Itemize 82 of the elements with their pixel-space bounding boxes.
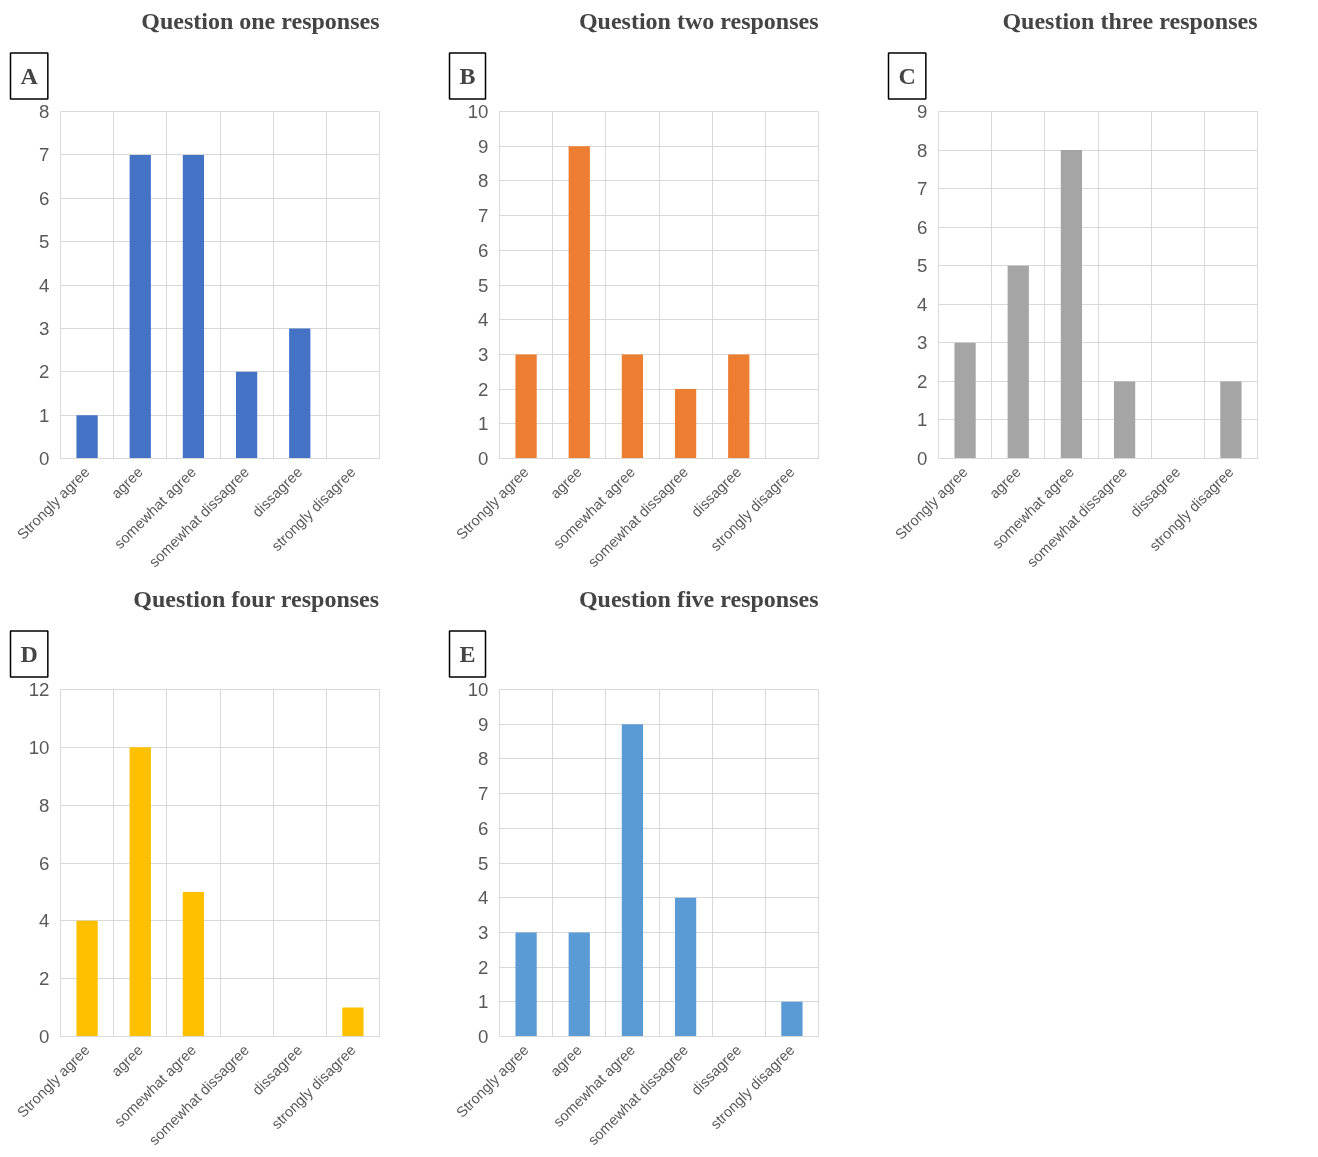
text: B <box>459 63 476 89</box>
bar <box>76 920 98 1037</box>
y-tick-label: 1 <box>478 413 489 435</box>
y-tick-label: 10 <box>467 101 489 122</box>
bar <box>1007 265 1029 459</box>
bar <box>1113 381 1136 459</box>
bar <box>129 154 151 459</box>
y-tick-label: 1 <box>478 991 489 1013</box>
y-tick-label: 2 <box>917 370 928 392</box>
bar <box>515 932 537 1037</box>
y-tick-label: 4 <box>917 293 928 315</box>
y-tick-label: 5 <box>478 852 489 874</box>
chart-title: Question three responses <box>1002 7 1258 34</box>
text: C <box>898 63 916 89</box>
y-tick-label: 2 <box>478 378 489 400</box>
y-tick-label: 1 <box>917 409 928 431</box>
y-tick-label: 4 <box>39 910 50 932</box>
y-tick-label: 0 <box>39 448 50 469</box>
y-tick-label: 7 <box>478 783 489 805</box>
y-tick-label: 0 <box>478 1026 489 1047</box>
y-tick-label: 7 <box>478 205 489 227</box>
bar <box>621 724 644 1037</box>
bar <box>235 371 258 459</box>
bar <box>182 154 205 459</box>
y-tick-label: 6 <box>478 817 489 839</box>
bar <box>182 891 205 1037</box>
y-tick-label: 9 <box>478 713 489 735</box>
y-tick-label: 6 <box>917 216 928 238</box>
y-tick-label: 3 <box>39 317 50 339</box>
bar <box>342 1007 364 1037</box>
bar <box>568 146 590 459</box>
bar <box>954 342 976 459</box>
y-tick-label: 6 <box>478 239 489 261</box>
text: A <box>20 63 39 89</box>
bar <box>515 354 537 459</box>
y-tick-label: 0 <box>478 448 489 469</box>
bar <box>1220 381 1242 459</box>
y-tick-label: 12 <box>28 679 50 700</box>
y-tick-label: 10 <box>467 679 489 700</box>
bar <box>76 415 98 459</box>
bar <box>1060 150 1083 459</box>
chart-title: Question two responses <box>578 7 819 34</box>
y-tick-label: 4 <box>478 887 489 909</box>
y-tick-label: 8 <box>917 139 928 161</box>
y-tick-label: 10 <box>28 736 50 758</box>
y-tick-label: 8 <box>39 794 50 816</box>
y-tick-label: 3 <box>917 332 928 354</box>
bar <box>289 328 311 459</box>
y-tick-label: 3 <box>478 921 489 943</box>
chart-title: Question one responses <box>141 7 380 34</box>
y-tick-label: 8 <box>39 101 50 122</box>
y-tick-label: 4 <box>39 274 50 296</box>
y-tick-label: 9 <box>478 135 489 157</box>
y-tick-label: 7 <box>917 178 928 200</box>
y-tick-label: 5 <box>917 255 928 277</box>
y-tick-label: 6 <box>39 187 50 209</box>
chart-title: Question five responses <box>578 585 819 612</box>
y-tick-label: 4 <box>478 309 489 331</box>
bar <box>674 389 697 459</box>
y-tick-label: 5 <box>478 274 489 296</box>
y-tick-label: 8 <box>478 748 489 770</box>
y-tick-label: 8 <box>478 170 489 192</box>
y-tick-label: 2 <box>478 956 489 978</box>
y-tick-label: 2 <box>39 361 50 383</box>
bar <box>621 354 644 459</box>
y-tick-label: 0 <box>917 448 928 469</box>
bar <box>781 1001 803 1037</box>
bar <box>728 354 750 459</box>
bar <box>568 932 590 1037</box>
y-tick-label: 3 <box>478 343 489 365</box>
y-tick-label: 6 <box>39 852 50 874</box>
y-tick-label: 2 <box>39 968 50 990</box>
y-tick-label: 9 <box>917 101 928 122</box>
text: D <box>20 641 38 667</box>
y-tick-label: 1 <box>39 404 50 426</box>
y-tick-label: 7 <box>39 144 50 166</box>
text: E <box>459 641 476 667</box>
bar <box>674 897 697 1037</box>
chart-title: Question four responses <box>133 585 380 612</box>
bar <box>129 747 151 1037</box>
y-tick-label: 0 <box>39 1026 50 1047</box>
y-tick-label: 5 <box>39 231 50 253</box>
